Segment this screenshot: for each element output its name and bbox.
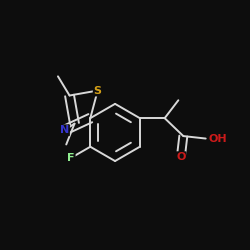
Text: OH: OH — [208, 134, 227, 143]
Text: F: F — [67, 153, 75, 163]
Text: S: S — [94, 86, 102, 96]
Text: N: N — [60, 125, 69, 135]
Text: O: O — [176, 152, 186, 162]
